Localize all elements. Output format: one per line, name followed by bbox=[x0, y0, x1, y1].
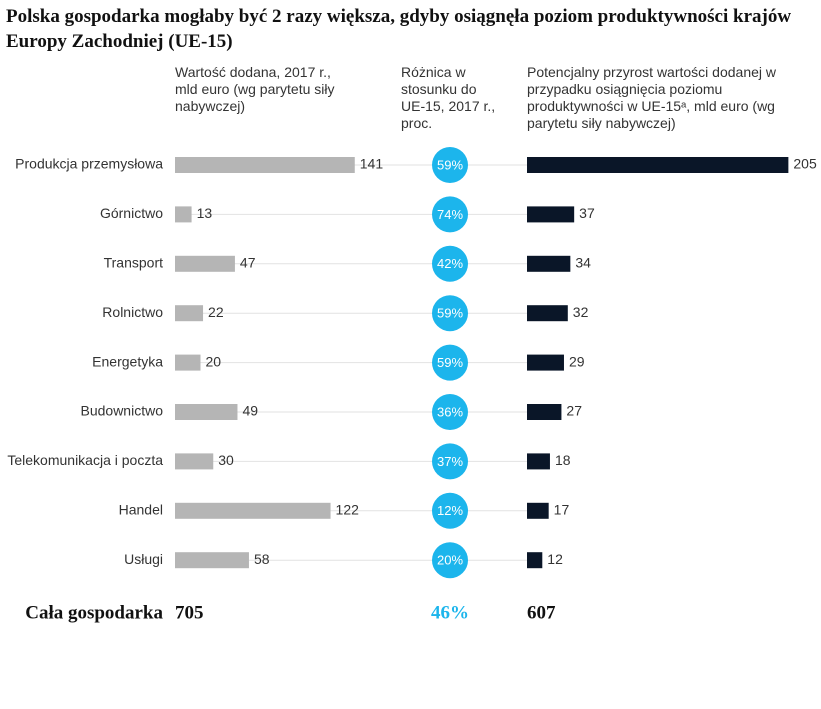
value-label: 42% bbox=[437, 256, 463, 271]
bar bbox=[527, 206, 575, 223]
total-value: 607 bbox=[527, 602, 556, 623]
value-label: 47 bbox=[240, 255, 256, 271]
value-label: 29 bbox=[569, 353, 585, 369]
bar bbox=[527, 502, 549, 519]
difference-circle bbox=[432, 196, 468, 233]
bar bbox=[175, 552, 249, 569]
difference-circle bbox=[432, 542, 468, 579]
difference-circle bbox=[432, 245, 468, 282]
value-label: 122 bbox=[336, 502, 360, 518]
value-label: 37 bbox=[579, 205, 595, 221]
bar bbox=[527, 354, 564, 371]
value-label: 12% bbox=[437, 503, 463, 518]
total-value: 46% bbox=[431, 602, 469, 623]
value-label: 58 bbox=[254, 551, 270, 567]
bar bbox=[527, 157, 789, 173]
bar bbox=[175, 157, 355, 173]
value-label: 20 bbox=[206, 353, 222, 369]
bar bbox=[527, 453, 550, 470]
legend-entry: Różnica w stosunku do UE-15, 2017 r., pr… bbox=[401, 64, 496, 131]
chart-title: Polska gospodarka mogłaby być 2 razy wię… bbox=[6, 6, 792, 52]
value-label: 17 bbox=[554, 502, 570, 518]
value-label: 205 bbox=[793, 156, 817, 172]
category-label: Usługi bbox=[124, 551, 163, 567]
value-label: 37% bbox=[437, 454, 463, 469]
difference-circle bbox=[432, 147, 468, 183]
category-label: Górnictwo bbox=[100, 205, 163, 221]
bar bbox=[175, 206, 192, 223]
category-label: Rolnictwo bbox=[102, 304, 163, 320]
bar bbox=[527, 404, 562, 420]
value-label: 74% bbox=[437, 207, 463, 222]
category-label: Telekomunikacja i poczta bbox=[7, 452, 163, 468]
difference-circle bbox=[432, 344, 468, 381]
category-label: Energetyka bbox=[92, 353, 163, 369]
value-label: 12 bbox=[547, 551, 563, 567]
value-label: 59% bbox=[437, 157, 463, 172]
value-label: 20% bbox=[437, 553, 463, 568]
bar bbox=[175, 404, 238, 420]
value-label: 59% bbox=[437, 355, 463, 370]
bar bbox=[175, 502, 331, 519]
legend-entry: Potencjalny przyrost wartości dodanej w … bbox=[527, 64, 777, 131]
value-label: 36% bbox=[437, 404, 463, 419]
bar bbox=[175, 354, 201, 371]
value-label: 141 bbox=[360, 156, 384, 172]
value-label: 30 bbox=[218, 452, 234, 468]
difference-circle bbox=[432, 394, 468, 430]
total-label: Cała gospodarka bbox=[25, 602, 163, 623]
value-label: 34 bbox=[575, 255, 591, 271]
category-label: Budownictwo bbox=[81, 403, 164, 419]
bar bbox=[527, 552, 543, 569]
bar bbox=[175, 453, 214, 470]
bar bbox=[175, 305, 204, 322]
value-label: 49 bbox=[242, 403, 258, 419]
total-value: 705 bbox=[175, 602, 204, 623]
legend-entry: Wartość dodana, 2017 r., mld euro (wg pa… bbox=[175, 64, 335, 114]
value-label: 13 bbox=[197, 205, 213, 221]
value-label: 22 bbox=[208, 304, 224, 320]
bar bbox=[175, 255, 235, 272]
value-label: 32 bbox=[573, 304, 589, 320]
value-label: 59% bbox=[437, 306, 463, 321]
category-label: Transport bbox=[104, 255, 164, 271]
bar bbox=[527, 255, 571, 272]
difference-circle bbox=[432, 295, 468, 332]
difference-circle bbox=[432, 443, 468, 480]
value-label: 18 bbox=[555, 452, 571, 468]
category-label: Handel bbox=[119, 502, 163, 518]
bar bbox=[527, 305, 568, 322]
difference-circle bbox=[432, 492, 468, 529]
category-label: Produkcja przemysłowa bbox=[15, 156, 163, 172]
value-label: 27 bbox=[566, 403, 582, 419]
